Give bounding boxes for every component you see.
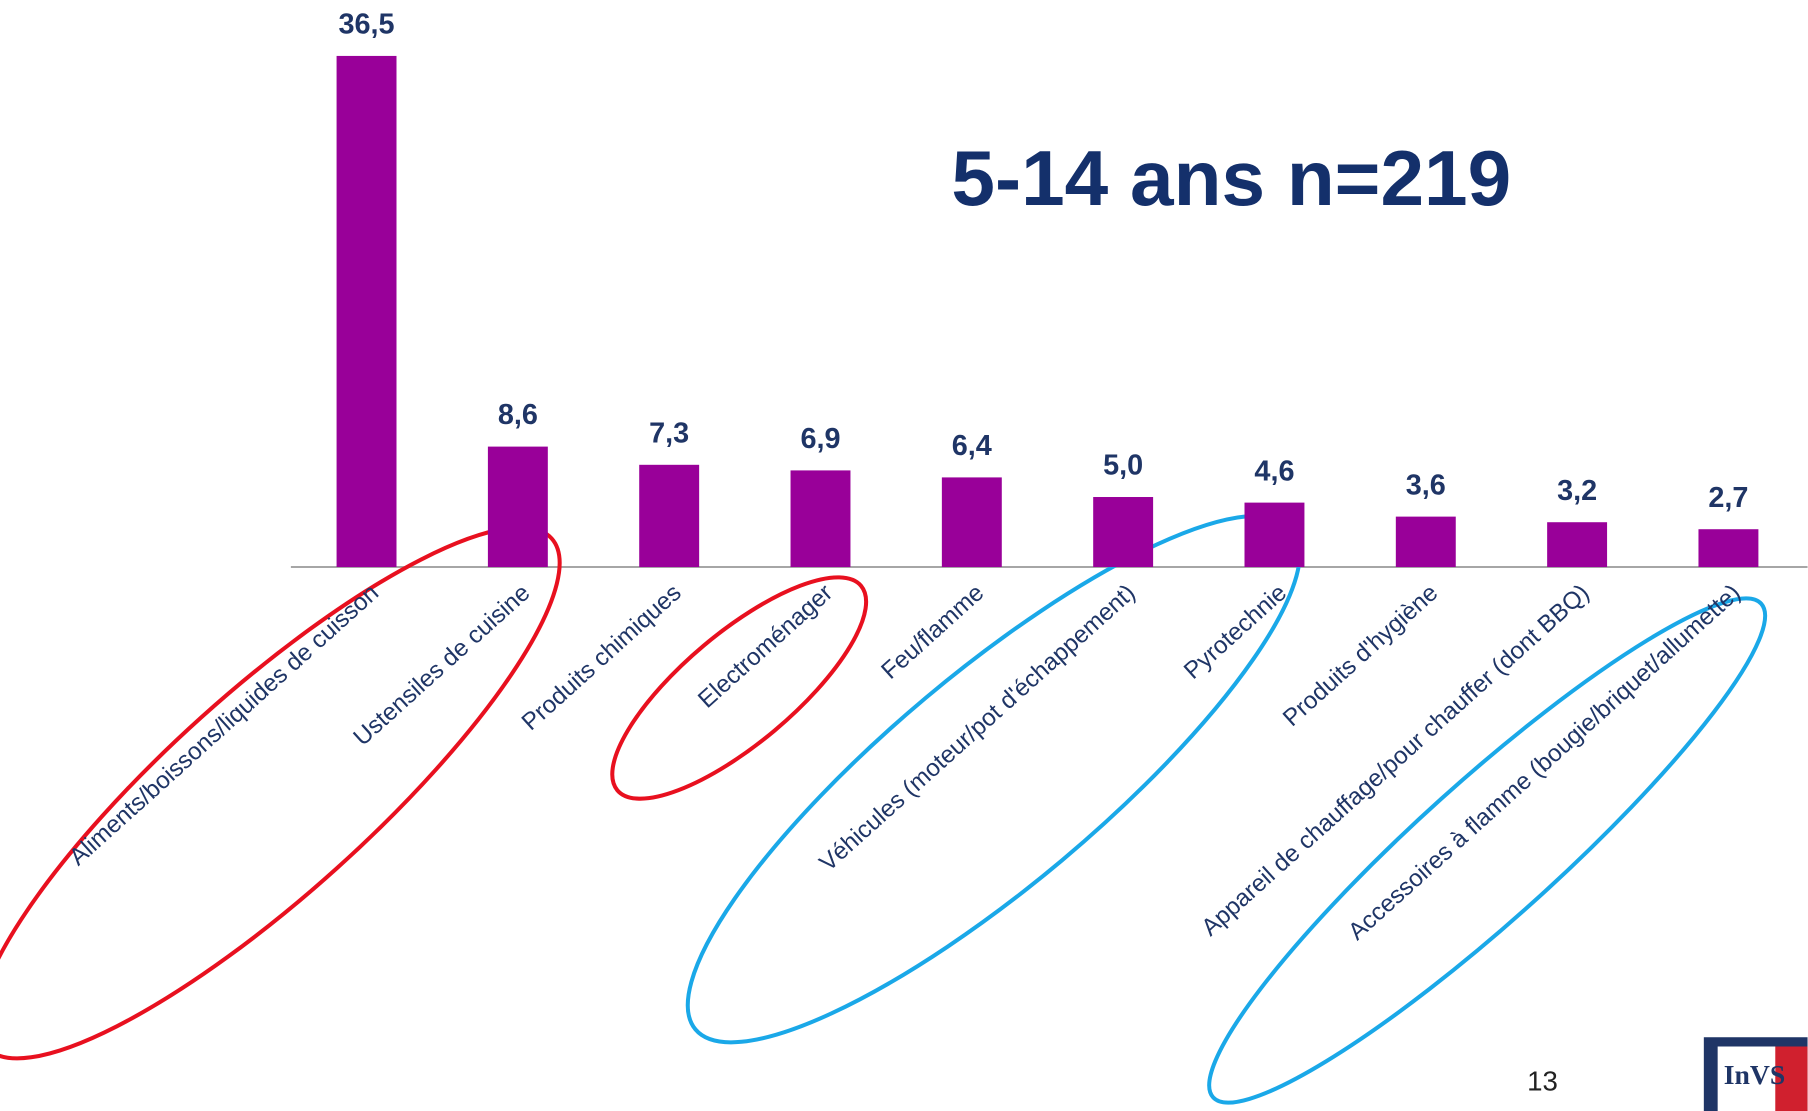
bar — [1547, 522, 1608, 568]
chart-title: 5-14 ans n=219 — [951, 134, 1511, 222]
value-label: 5,0 — [1103, 450, 1143, 482]
highlight-ellipse — [610, 575, 869, 801]
x-tick-label: Aliments/boissons/liquides de cuisson — [64, 579, 384, 871]
value-label: 3,2 — [1557, 475, 1597, 507]
bar — [1698, 529, 1759, 568]
bar — [1093, 497, 1154, 568]
value-label: 8,6 — [498, 399, 538, 431]
x-tick-label: Produits d'hygiène — [1278, 579, 1443, 732]
bar — [1395, 516, 1456, 568]
logo-text: InVS — [1724, 1059, 1785, 1090]
x-tick-label: Feu/flamme — [876, 579, 989, 685]
value-label: 6,9 — [800, 423, 840, 455]
x-tick-label: Produits chimiques — [517, 579, 687, 736]
bar — [1244, 502, 1305, 568]
bar — [790, 470, 851, 568]
highlight-ellipse — [0, 525, 562, 1061]
highlight-ellipse — [1207, 596, 1768, 1105]
value-label: 36,5 — [339, 9, 395, 41]
value-label: 7,3 — [649, 417, 689, 449]
bar — [336, 55, 397, 568]
value-label: 6,4 — [952, 430, 992, 462]
logo-flag-red — [1775, 1046, 1808, 1111]
bar — [639, 464, 700, 568]
x-tick-label: Pyrotechnie — [1179, 579, 1292, 685]
value-label: 3,6 — [1406, 469, 1446, 501]
value-label: 4,6 — [1254, 455, 1294, 487]
page-number: 13 — [1527, 1066, 1558, 1097]
bar — [941, 477, 1002, 568]
value-label: 2,7 — [1708, 482, 1748, 514]
bar — [487, 446, 548, 568]
